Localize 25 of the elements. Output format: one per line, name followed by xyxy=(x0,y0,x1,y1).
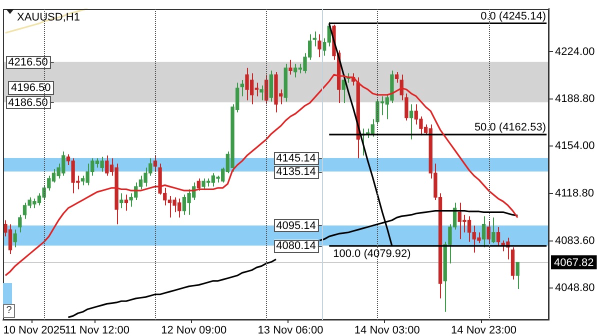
series-label: 0.0 (4245.14) xyxy=(480,10,546,22)
annotation: 4186.50 xyxy=(8,96,48,109)
annotation: 4135.14 xyxy=(276,166,316,178)
annotation: 4216.50 xyxy=(8,56,48,68)
y-tick-label: 4048.80 xyxy=(555,282,595,294)
series-label: 100.0 (4079.92) xyxy=(333,248,411,260)
ref-line-label: 4067.82 xyxy=(554,256,594,269)
x-tick-label: 11 Nov 12:00 xyxy=(64,324,130,336)
y-tick-label: 4118.80 xyxy=(555,188,594,200)
y-tick-label: 4188.80 xyxy=(555,93,595,106)
x-tick-label: 10 Nov 2025 xyxy=(3,324,66,336)
annotation: 4145.14 xyxy=(276,152,316,165)
y-tick-label: 4224.00 xyxy=(555,46,595,58)
help-icon: ? xyxy=(3,304,15,318)
series-label: 50.0 (4162.53) xyxy=(474,122,546,134)
y-tick-label: 4083.60 xyxy=(555,235,595,248)
annotation: 4196.50 xyxy=(8,81,54,96)
annotation: 4095.14 xyxy=(276,220,316,232)
x-tick-label: 14 Nov 23:00 xyxy=(451,324,516,336)
y-tick-label: 4154.00 xyxy=(555,140,595,152)
x-tick-label: 12 Nov 09:00 xyxy=(161,324,227,336)
x-tick-label: 14 Nov 03:00 xyxy=(354,324,420,336)
x-tick-label: 13 Nov 06:00 xyxy=(258,324,324,336)
annotation: 4080.14 xyxy=(276,240,316,252)
chart-title: XAUUSD,H1 xyxy=(17,12,80,24)
